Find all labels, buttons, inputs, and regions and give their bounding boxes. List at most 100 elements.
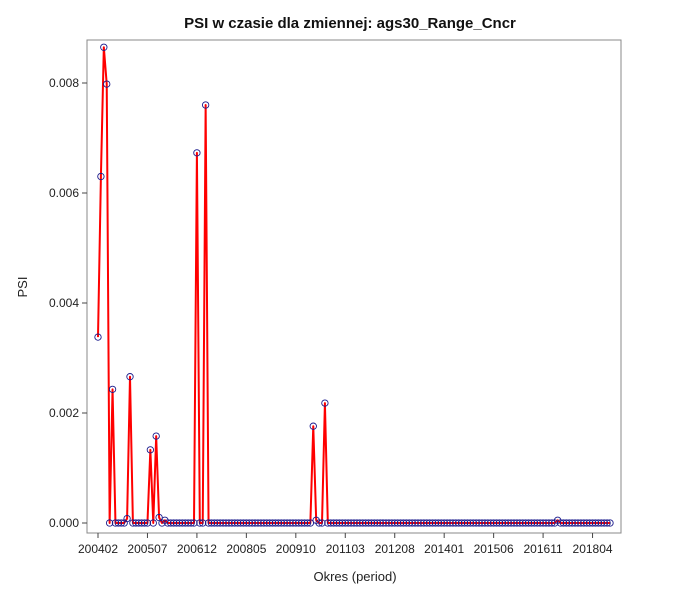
data-point xyxy=(143,519,152,527)
data-point xyxy=(356,519,364,527)
data-point xyxy=(527,519,536,527)
data-point xyxy=(219,519,227,527)
data-point xyxy=(452,519,460,527)
data-point xyxy=(533,519,541,527)
data-point xyxy=(251,519,259,527)
data-point xyxy=(489,519,498,527)
data-point xyxy=(603,519,611,527)
plot-frame xyxy=(86,39,622,534)
data-point xyxy=(367,519,376,527)
data-point xyxy=(583,519,591,527)
data-point xyxy=(126,373,134,381)
data-point xyxy=(347,519,355,527)
data-point xyxy=(510,519,518,527)
data-point xyxy=(178,519,187,527)
data-point xyxy=(268,519,277,527)
data-point xyxy=(408,519,416,527)
y-axis-label: PSI xyxy=(15,277,30,298)
data-point xyxy=(286,519,294,527)
data-point xyxy=(216,519,224,527)
data-point xyxy=(114,519,123,527)
data-point xyxy=(137,519,146,527)
psi-series xyxy=(94,43,614,527)
data-point xyxy=(571,519,579,527)
data-point xyxy=(437,519,445,527)
data-point xyxy=(204,519,213,527)
data-point xyxy=(152,432,160,440)
data-point xyxy=(306,519,315,527)
data-point xyxy=(402,519,411,527)
data-point xyxy=(324,519,332,527)
data-point xyxy=(519,519,527,527)
x-tick-label: 200612 xyxy=(177,542,217,556)
data-point xyxy=(327,519,335,527)
data-point xyxy=(318,519,326,527)
data-point xyxy=(414,519,422,527)
data-point xyxy=(94,333,102,341)
data-point xyxy=(187,519,195,527)
data-point xyxy=(169,519,178,527)
data-point xyxy=(495,519,504,527)
data-point xyxy=(135,519,143,527)
data-point xyxy=(359,519,367,527)
data-point xyxy=(280,519,288,527)
data-point xyxy=(140,519,149,527)
data-point xyxy=(481,519,489,527)
data-point xyxy=(105,519,114,527)
data-point xyxy=(181,519,189,527)
data-point xyxy=(303,519,312,527)
data-point xyxy=(600,519,608,527)
data-point xyxy=(283,519,291,527)
data-point xyxy=(559,519,568,527)
data-point xyxy=(263,519,271,527)
data-point xyxy=(548,519,556,527)
data-point xyxy=(265,519,274,527)
y-tick-label: 0.008 xyxy=(49,76,79,90)
data-point xyxy=(149,519,157,527)
x-tick-label: 200402 xyxy=(78,542,118,556)
data-point xyxy=(344,519,352,527)
data-point xyxy=(332,519,341,527)
data-point xyxy=(260,519,268,527)
data-point xyxy=(233,519,242,527)
data-point xyxy=(385,519,393,527)
data-point xyxy=(597,519,605,527)
y-tick-label: 0.006 xyxy=(49,186,79,200)
data-point xyxy=(210,519,219,527)
data-point xyxy=(568,519,576,527)
data-point xyxy=(146,446,155,454)
data-point xyxy=(393,519,402,527)
data-point xyxy=(574,519,582,527)
data-point xyxy=(207,519,216,527)
data-point xyxy=(370,519,379,527)
data-point xyxy=(376,519,384,527)
data-point xyxy=(201,101,210,109)
data-point xyxy=(245,519,253,527)
data-point xyxy=(353,519,361,527)
data-point xyxy=(388,519,396,527)
data-point xyxy=(591,519,600,527)
data-point xyxy=(440,519,448,527)
data-point xyxy=(507,519,515,527)
x-tick-label: 201804 xyxy=(573,542,613,556)
data-point xyxy=(585,519,594,527)
data-point xyxy=(577,519,585,527)
data-point xyxy=(364,519,373,527)
data-point xyxy=(466,519,475,527)
data-point xyxy=(117,519,125,527)
data-point xyxy=(460,519,469,527)
data-point xyxy=(504,519,512,527)
data-point xyxy=(108,385,117,393)
x-tick-label: 201401 xyxy=(424,542,464,556)
data-point xyxy=(123,514,131,523)
data-point xyxy=(274,519,283,527)
data-point xyxy=(428,519,437,527)
y-tick-label: 0.004 xyxy=(49,296,79,310)
x-tick-label: 201208 xyxy=(375,542,415,556)
x-tick-label: 201103 xyxy=(326,542,365,556)
data-point xyxy=(277,519,285,527)
data-point xyxy=(111,519,120,527)
data-point xyxy=(492,519,501,527)
data-point xyxy=(239,519,248,527)
